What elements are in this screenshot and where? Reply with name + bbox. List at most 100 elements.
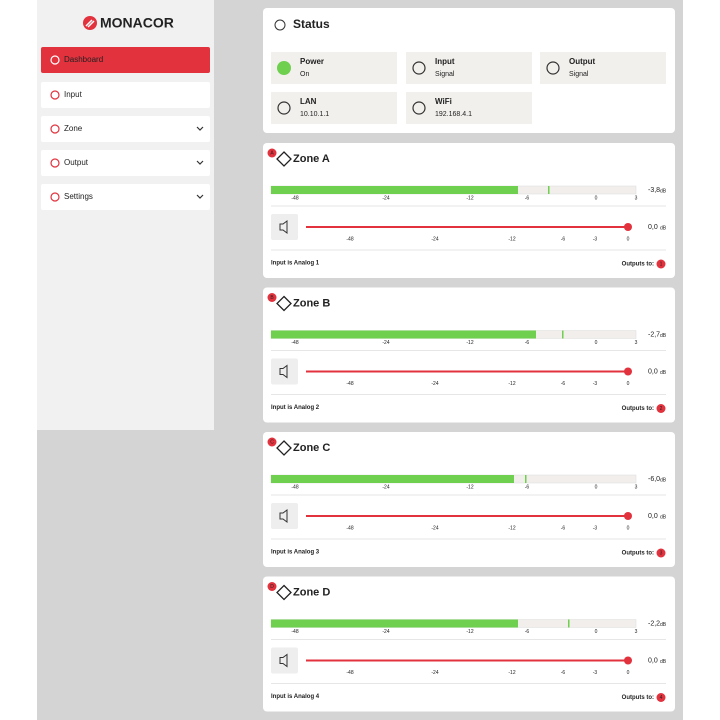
- zone-card: [263, 576, 675, 712]
- menu-item[interactable]: [41, 184, 210, 210]
- status-tile: [271, 52, 397, 84]
- outputs-label: Outputs to:: [622, 551, 654, 557]
- meter-fill: [271, 330, 536, 339]
- meter-scale-label: -6: [525, 340, 530, 346]
- mute-button[interactable]: [271, 503, 298, 529]
- slider-scale-label: -48: [346, 670, 353, 676]
- tile-icon: [277, 101, 291, 115]
- meter-scale-label: 0: [595, 340, 598, 346]
- slider-scale-label: -24: [431, 236, 438, 242]
- zone-badge-letter: D: [270, 584, 274, 590]
- tile-label: LAN: [300, 97, 317, 106]
- speaker-icon: [279, 220, 288, 234]
- volume-knob[interactable]: [624, 656, 632, 665]
- tile-value: 10.10.1.1: [300, 111, 329, 118]
- menu-label: Input: [64, 90, 83, 99]
- slider-scale-label: -24: [431, 381, 438, 387]
- tile-label: Input: [435, 57, 455, 66]
- meter-scale-label: -24: [382, 484, 389, 490]
- output-badge: [656, 259, 666, 269]
- meter-scale-label: -12: [466, 629, 473, 635]
- outputs-label: Outputs to:: [622, 262, 654, 268]
- menu-icon: [50, 192, 60, 202]
- speaker-icon: [279, 509, 288, 523]
- mute-button[interactable]: [271, 358, 298, 385]
- slider-scale-label: 0: [627, 236, 630, 242]
- volume-knob[interactable]: [624, 512, 632, 520]
- status-tile: [406, 52, 532, 84]
- slider-scale-label: -3: [593, 525, 598, 531]
- zone-icon: [276, 584, 292, 601]
- meter-scale-label: 3: [635, 195, 638, 201]
- menu-label: Zone: [64, 124, 83, 133]
- slider-scale-label: -12: [508, 670, 515, 676]
- slider-scale-label: 0: [627, 381, 630, 387]
- input-source: Input is Analog 2: [271, 405, 320, 411]
- outputs-label: Outputs to:: [622, 406, 654, 412]
- volume-value: 0,0: [648, 368, 658, 375]
- slider-scale-label: -6: [561, 525, 566, 531]
- slider-scale-label: -48: [346, 236, 353, 242]
- logo-mark: [85, 19, 95, 28]
- input-source: Input is Analog 4: [271, 694, 320, 700]
- meter-fill: [271, 619, 518, 628]
- menu-item[interactable]: [41, 150, 210, 176]
- level-unit: dB: [660, 477, 667, 483]
- level-unit: dB: [660, 622, 667, 628]
- meter-scale-label: -24: [382, 195, 389, 201]
- zone-badge-letter: A: [270, 150, 274, 156]
- menu-chevron: [196, 126, 204, 131]
- output-badge: [656, 548, 666, 558]
- volume-unit: dB: [660, 225, 667, 231]
- output-badge: [656, 404, 666, 413]
- zone-icon: [276, 151, 292, 167]
- level-value: -6,0: [648, 476, 660, 483]
- info-icon: [274, 19, 286, 31]
- meter-fill: [271, 186, 518, 194]
- meter-scale-label: -24: [382, 340, 389, 346]
- volume-knob[interactable]: [624, 223, 632, 231]
- input-source: Input is Analog 1: [271, 261, 320, 267]
- speaker-icon: [279, 653, 288, 668]
- slider-scale-label: -48: [346, 381, 353, 387]
- tile-value: Signal: [435, 71, 455, 78]
- slider-scale-label: -12: [508, 525, 515, 531]
- meter-peak: [548, 186, 550, 194]
- zone-card: [263, 432, 675, 567]
- tile-icon: [546, 61, 560, 75]
- level-unit: dB: [660, 333, 667, 339]
- zone-card: [263, 287, 675, 423]
- menu-chevron: [196, 194, 204, 199]
- menu-item[interactable]: [41, 47, 210, 73]
- tile-label: Power: [300, 57, 324, 66]
- meter-scale-label: 3: [635, 484, 638, 490]
- tile-value: Signal: [569, 71, 589, 78]
- mute-button[interactable]: [271, 214, 298, 240]
- volume-unit: dB: [660, 370, 667, 376]
- volume-knob[interactable]: [624, 367, 632, 376]
- zone-title: Zone C: [293, 442, 330, 454]
- slider-scale-label: -6: [561, 381, 566, 387]
- volume-value: 0,0: [648, 513, 658, 520]
- menu-icon: [50, 158, 60, 168]
- menu-chevron: [196, 160, 204, 165]
- volume-unit: dB: [660, 659, 667, 665]
- output-number: 4: [660, 695, 663, 701]
- slider-scale-label: -3: [593, 670, 598, 676]
- zone-icon: [276, 440, 292, 456]
- menu-label: Dashboard: [64, 55, 103, 64]
- zone-title: Zone B: [293, 297, 330, 309]
- meter-scale-label: -48: [291, 340, 298, 346]
- mute-button[interactable]: [271, 647, 298, 674]
- menu-item[interactable]: [41, 82, 210, 108]
- slider-scale-label: -3: [593, 381, 598, 387]
- slider-scale-label: -48: [346, 525, 353, 531]
- slider-scale-label: -6: [561, 670, 566, 676]
- meter-fill: [271, 475, 514, 483]
- meter-peak: [525, 475, 527, 483]
- meter-scale-label: -48: [291, 195, 298, 201]
- volume-value: 0,0: [648, 224, 658, 231]
- menu-item[interactable]: [41, 116, 210, 142]
- tile-value: On: [300, 71, 309, 78]
